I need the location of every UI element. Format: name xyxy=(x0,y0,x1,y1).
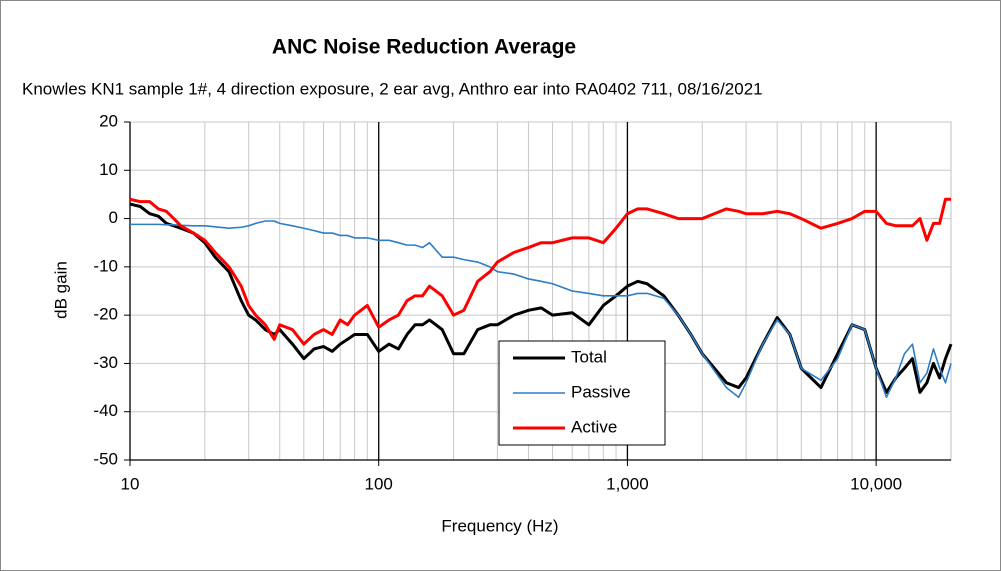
y-tick-label: -30 xyxy=(93,353,118,372)
y-tick-label: 10 xyxy=(99,160,118,179)
x-tick-label: 10 xyxy=(121,474,140,493)
series-line xyxy=(129,197,951,346)
x-axis-label: Frequency (Hz) xyxy=(441,516,558,535)
x-tick-label: 100 xyxy=(365,474,393,493)
legend-label: Active xyxy=(571,417,617,436)
y-tick-label: -40 xyxy=(93,401,118,420)
chart-title: ANC Noise Reduction Average xyxy=(272,36,576,59)
series-line xyxy=(129,202,953,394)
y-tick-label: 20 xyxy=(99,111,118,130)
legend-label: Total xyxy=(571,347,607,366)
y-axis-label: dB gain xyxy=(51,261,70,319)
legend-label: Passive xyxy=(571,382,631,401)
x-tick-label: 10,000 xyxy=(850,474,902,493)
y-tick-label: -20 xyxy=(93,305,118,324)
y-tick-label: 0 xyxy=(109,208,118,227)
y-tick-label: -10 xyxy=(93,256,118,275)
y-tick-label: -50 xyxy=(93,449,118,468)
x-tick-label: 1,000 xyxy=(606,474,649,493)
chart-subtitle: Knowles KN1 sample 1#, 4 direction expos… xyxy=(22,79,763,98)
